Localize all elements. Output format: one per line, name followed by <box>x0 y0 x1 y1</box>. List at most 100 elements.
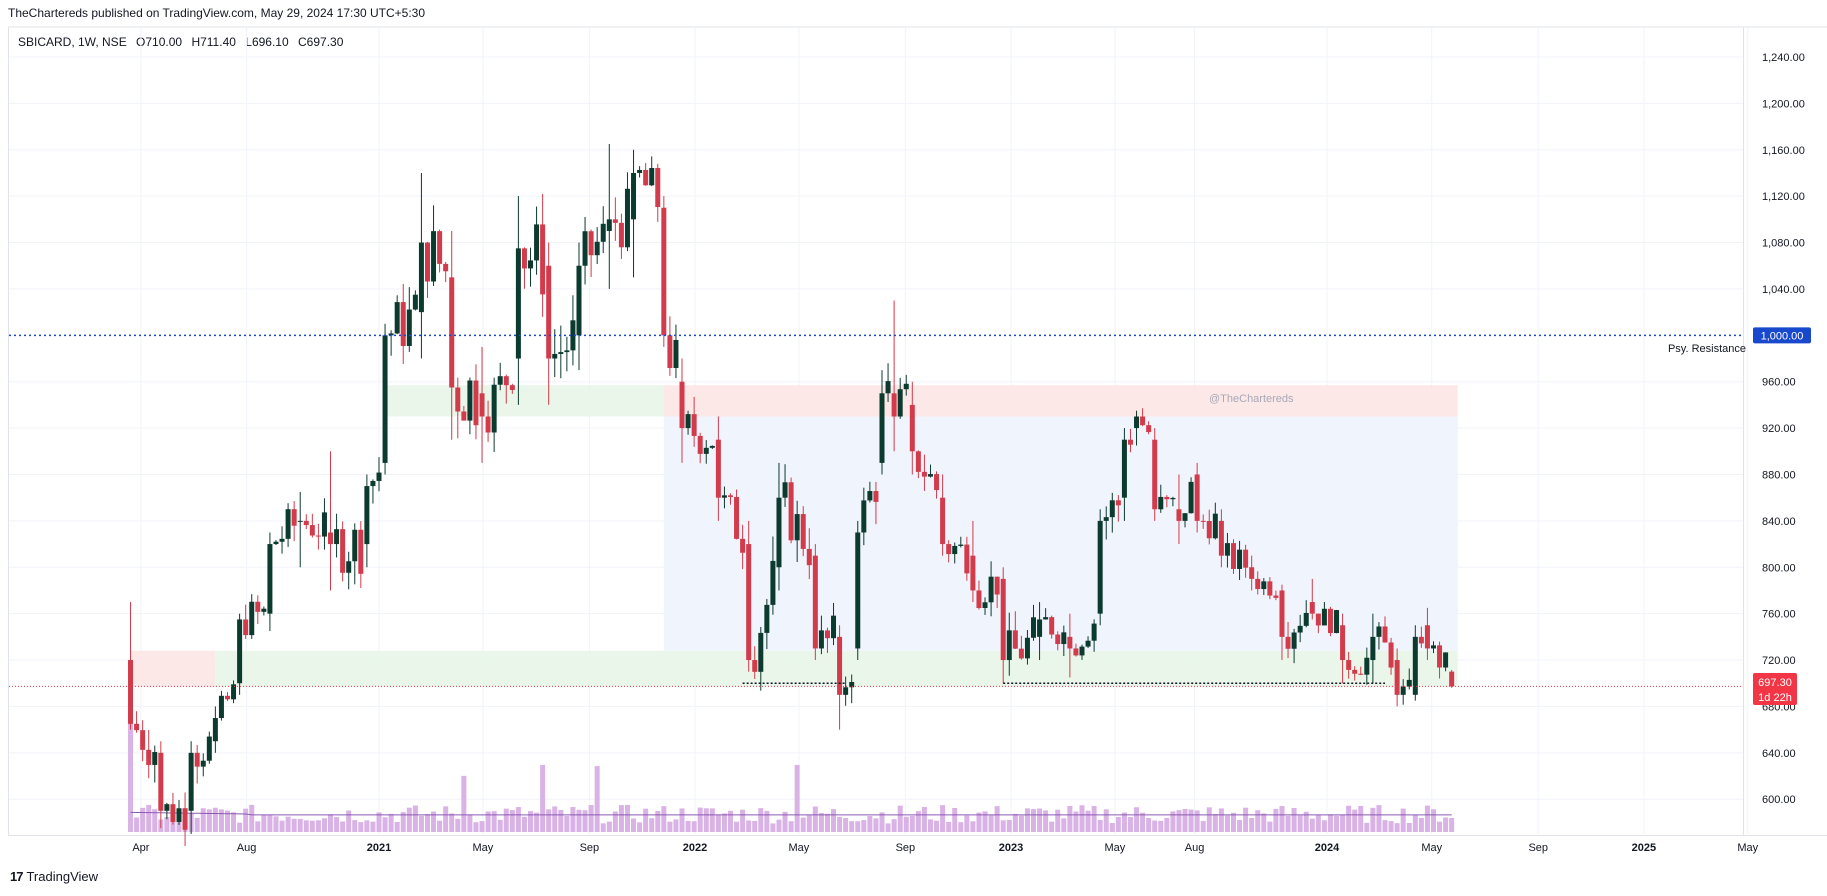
volume-bar <box>946 821 952 832</box>
volume-bar <box>588 805 594 832</box>
candle-body <box>703 447 709 454</box>
candle-body <box>643 169 649 186</box>
candle-body <box>1079 646 1085 656</box>
volume-bar <box>128 710 134 832</box>
candle-body <box>382 335 388 463</box>
time-tick-label: May <box>1104 842 1125 854</box>
volume-bar <box>649 818 655 832</box>
close-value: C697.30 <box>298 35 344 49</box>
volume-bar <box>794 764 800 832</box>
volume-bar <box>855 821 861 832</box>
volume-bar <box>709 808 715 832</box>
candle-body <box>788 482 794 541</box>
price-axis[interactable]: 600.00640.00680.00720.00760.00800.00840.… <box>1762 52 1805 806</box>
tradingview-logo-icon: 17 <box>10 869 24 884</box>
price-tick-label: 880.00 <box>1762 469 1796 481</box>
volume-bar <box>661 806 667 832</box>
candle-body <box>1303 612 1309 626</box>
candle-body <box>1382 626 1388 643</box>
volume-bar <box>1031 809 1037 832</box>
time-tick-label: Aug <box>1185 842 1205 854</box>
candle-body <box>891 393 897 417</box>
candle-body <box>1176 509 1182 521</box>
time-axis[interactable]: Apr Aug 2021 May Sep 2022 May Sep 2023 May Aug 2024… <box>132 842 1758 854</box>
volume-bar <box>1115 816 1121 832</box>
candle-body <box>1237 549 1243 569</box>
volume-bar <box>703 808 709 832</box>
candle-body <box>649 167 655 186</box>
candle-body <box>182 808 188 830</box>
candle-body <box>582 231 588 266</box>
candle-body <box>764 604 770 633</box>
candle-body <box>994 576 1000 595</box>
candle-body <box>1061 632 1067 645</box>
candle-body <box>249 601 255 636</box>
candle-body <box>1067 636 1073 649</box>
candle-body <box>782 482 788 498</box>
candle-body <box>794 514 800 541</box>
time-tick-label: Sep <box>1528 842 1548 854</box>
volume-bar <box>534 812 540 832</box>
volume-bar <box>315 820 321 832</box>
volume-bar <box>843 817 849 832</box>
volume-bar <box>255 821 261 832</box>
candle-body <box>1206 520 1212 539</box>
candle-body <box>746 544 752 661</box>
volume-bar <box>334 817 340 832</box>
symbol-label[interactable]: SBICARD, 1W, NSE <box>18 35 127 49</box>
volume-bar <box>273 816 279 832</box>
candle-body <box>1364 657 1370 675</box>
candle-body <box>1170 497 1176 500</box>
volume-bar <box>1412 814 1418 832</box>
candle-body <box>424 242 430 282</box>
volume-bar <box>691 821 697 832</box>
volume-bar <box>1109 822 1115 832</box>
volume-bar <box>1188 809 1194 832</box>
volume-bar <box>564 816 570 832</box>
symbol-ohlc-legend: SBICARD, 1W, NSE O710.00 H711.40 L696.10… <box>18 35 349 49</box>
volume-bar <box>697 807 703 832</box>
candle-body <box>873 491 879 502</box>
volume-bar <box>521 816 527 832</box>
volume-bar <box>437 820 443 832</box>
tradingview-brand[interactable]: 17 TradingView <box>10 869 98 884</box>
candle-body <box>855 532 861 649</box>
volume-bar <box>249 804 255 832</box>
candle-body <box>1097 520 1103 614</box>
volume-bar <box>146 804 152 832</box>
volume-bar <box>782 811 788 832</box>
candle-body <box>837 636 843 695</box>
candle-body <box>1297 625 1303 633</box>
time-tick-label: 2025 <box>1632 842 1656 854</box>
candle-body <box>1449 671 1455 687</box>
volume-bar <box>303 820 309 832</box>
candle-body <box>861 500 867 533</box>
resistance-price-tag-text: 1,000.00 <box>1761 330 1804 342</box>
candle-body <box>552 353 558 359</box>
candle-body <box>800 514 806 549</box>
volume-bar <box>1006 819 1012 832</box>
candle-body <box>1376 626 1382 637</box>
volume-bar <box>1140 812 1146 832</box>
volume-bar <box>382 817 388 832</box>
time-tick-label: 2023 <box>999 842 1023 854</box>
candle-body <box>1370 636 1376 661</box>
volume-bar <box>424 814 430 832</box>
volume-bar <box>740 809 746 832</box>
volume-bar <box>370 821 376 832</box>
candle-body <box>237 619 243 684</box>
volume-bar <box>685 820 691 832</box>
candle-body <box>740 538 746 553</box>
candle-body <box>146 749 152 765</box>
volume-bar <box>885 823 891 832</box>
volume-bar <box>1297 815 1303 832</box>
resistance-label: Psy. Resistance <box>1668 343 1746 355</box>
price-tick-label: 1,040.00 <box>1762 284 1805 296</box>
candle-body <box>909 404 915 452</box>
price-tick-label: 1,240.00 <box>1762 52 1805 64</box>
volume-bar <box>776 819 782 832</box>
candle-body <box>588 231 594 256</box>
volume-bar <box>824 813 830 832</box>
candle-body <box>1091 623 1097 641</box>
